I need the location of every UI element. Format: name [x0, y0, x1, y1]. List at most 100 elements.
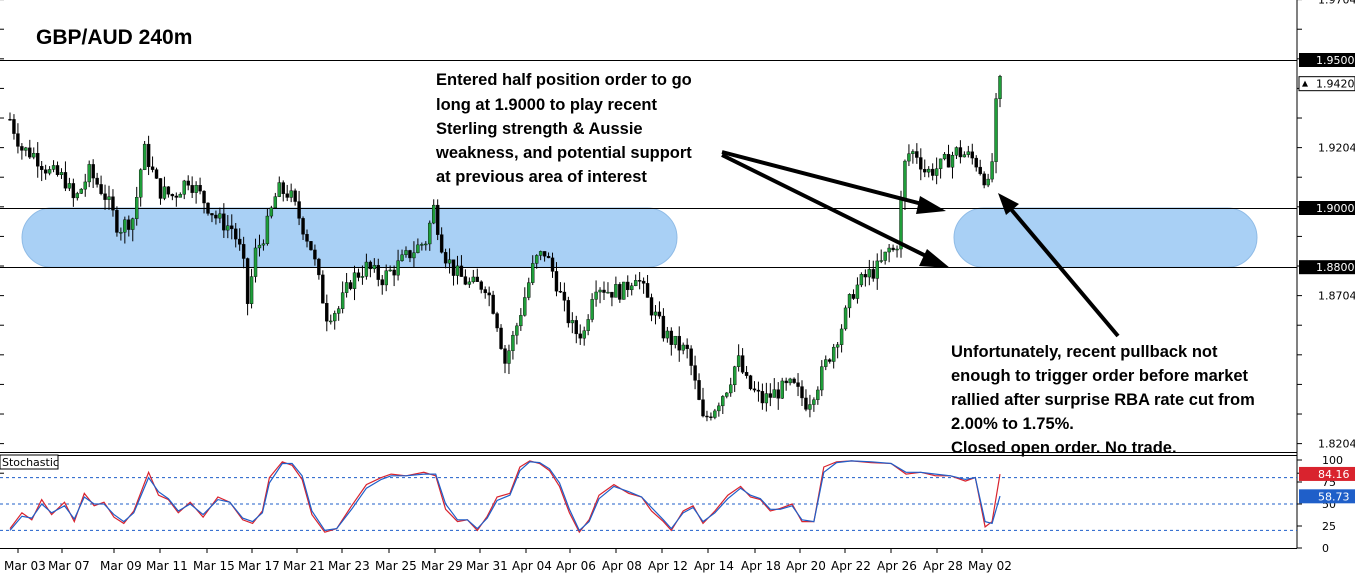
candle-body	[91, 164, 95, 179]
candle-body	[305, 234, 309, 242]
candle-body	[269, 207, 274, 217]
stochastic-value-flag	[1299, 466, 1355, 481]
candle-body	[241, 244, 246, 259]
candle-body	[75, 193, 80, 199]
candle-body	[451, 259, 456, 276]
candle-body	[47, 169, 52, 174]
candle-body	[463, 276, 468, 285]
candle-body	[119, 232, 123, 234]
price-tick-label: 1.9704	[1318, 0, 1355, 7]
candle-body	[412, 252, 416, 259]
candle-body	[697, 380, 701, 400]
arrow-head-zone-bottom	[919, 249, 950, 268]
candle-body	[538, 251, 543, 256]
candle-body	[36, 152, 40, 167]
candle-body	[234, 228, 238, 240]
candle-body	[103, 193, 107, 200]
candle-body	[63, 172, 68, 189]
candle-body	[618, 284, 622, 300]
annotation-outcome-line: Unfortunately, recent pullback not	[951, 343, 1218, 361]
candle-body	[237, 238, 242, 245]
candle-body	[12, 119, 16, 134]
candle-body	[99, 184, 103, 194]
arrow-to-zone-top	[721, 150, 927, 207]
candlestick-series	[8, 74, 1002, 422]
candle-body	[606, 291, 610, 294]
candle-body	[392, 269, 396, 276]
candle-body	[891, 247, 895, 251]
candle-body	[685, 344, 689, 349]
candle-body	[325, 302, 329, 322]
candle-body	[317, 258, 321, 276]
date-tick-label: May 02	[968, 559, 1012, 573]
candle-body	[962, 154, 967, 158]
candle-body	[673, 335, 677, 345]
current-price-triangle-icon	[1302, 80, 1308, 87]
candle-body	[135, 197, 139, 219]
arrow-head-zone-top	[916, 196, 946, 214]
candle-body	[562, 291, 567, 301]
candle-body	[776, 389, 780, 399]
stochastic-value-flags: 84.16 58.73	[1299, 466, 1355, 504]
candle-body	[67, 183, 72, 189]
candle-body	[954, 147, 959, 156]
candle-body	[467, 281, 472, 285]
date-tick-label: Apr 06	[556, 559, 596, 573]
candle-body	[249, 276, 254, 304]
date-tick-label: Apr 20	[786, 559, 826, 573]
candle-body	[170, 194, 175, 197]
candle-body	[245, 258, 250, 304]
candle-body	[154, 169, 159, 179]
candle-body	[527, 282, 531, 298]
level-flag	[1299, 201, 1355, 215]
annotation-entry: Entered half position order to go long a…	[435, 71, 696, 186]
candle-body	[582, 330, 586, 339]
candle-body	[344, 282, 349, 293]
candle-body	[614, 284, 618, 298]
date-tick-label: Apr 18	[741, 559, 781, 573]
candle-body	[523, 297, 527, 316]
candle-body	[111, 196, 115, 211]
candle-body	[138, 169, 143, 198]
candle-body	[812, 399, 816, 405]
candle-body	[352, 272, 357, 289]
candle-body	[273, 196, 278, 209]
candle-body	[158, 178, 163, 199]
candle-body	[950, 155, 955, 168]
candle-body	[16, 133, 20, 147]
candle-body	[800, 386, 804, 399]
candle-body	[20, 146, 24, 151]
candle-body	[622, 281, 626, 300]
candle-body	[871, 269, 875, 279]
candle-body	[725, 392, 729, 397]
candle-body	[443, 252, 448, 264]
candle-body	[329, 320, 333, 323]
candle-body	[507, 350, 511, 364]
candle-body	[226, 225, 230, 231]
candle-body	[309, 241, 313, 251]
candle-body	[851, 294, 856, 299]
stochastic-line	[9, 460, 1001, 532]
candle-body	[602, 289, 606, 293]
annotation-outcome-line: rallied after surprise RBA rate cut from	[951, 391, 1255, 409]
candle-body	[903, 160, 907, 201]
candle-body	[828, 359, 832, 362]
candle-body	[689, 348, 693, 366]
candle-body	[372, 265, 377, 270]
candle-body	[360, 276, 365, 278]
candle-body	[665, 330, 670, 339]
candle-body	[717, 405, 721, 412]
candle-body	[479, 281, 483, 290]
candle-body	[804, 397, 808, 410]
candle-body	[740, 355, 745, 373]
candle-body	[51, 165, 56, 170]
candle-body	[531, 263, 535, 283]
date-tick-label: Mar 15	[193, 559, 235, 573]
candle-body	[974, 157, 978, 168]
stochastic-value-label: 84.16	[1318, 468, 1350, 481]
candle-body	[8, 118, 12, 121]
candle-body	[142, 143, 147, 170]
candle-body	[368, 261, 373, 270]
candle-body	[127, 219, 131, 230]
support-zones	[21, 207, 1258, 268]
